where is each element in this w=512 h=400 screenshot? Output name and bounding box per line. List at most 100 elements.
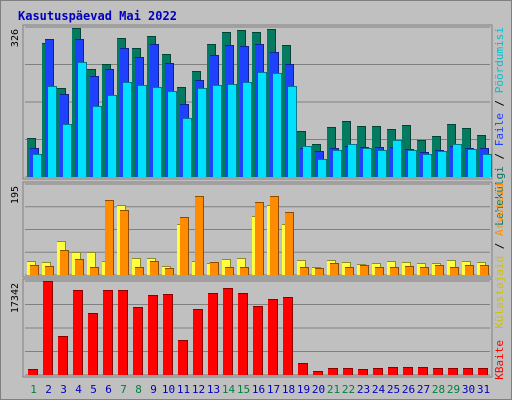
legend-middle: Külastajaid / Arvuteid (493, 183, 506, 329)
bar-shade (105, 69, 114, 70)
bar-shade (210, 262, 219, 263)
x-tick-label: 16 (252, 383, 265, 396)
bar-shade (71, 124, 72, 177)
bar-shade (288, 86, 297, 87)
bar-shade (375, 147, 384, 148)
bar-shade (253, 306, 263, 307)
bar-shade (150, 44, 159, 45)
bar-shade (330, 148, 339, 149)
bar (375, 267, 384, 275)
bar-shade (113, 200, 114, 275)
bar (210, 262, 219, 275)
bar (343, 368, 353, 375)
bar-shade (322, 371, 323, 375)
bar (258, 72, 267, 177)
bar (255, 202, 264, 275)
panel-top: 326 (10, 24, 493, 180)
y-max-label: 326 (10, 29, 21, 47)
x-tick-label: 5 (90, 383, 97, 396)
bar (480, 265, 489, 275)
bar-shade (357, 126, 366, 127)
bar-shade (297, 131, 306, 132)
bar-shade (423, 154, 432, 155)
bar-shade (307, 363, 308, 375)
bar-shade (45, 39, 54, 40)
bar-shade (273, 73, 282, 74)
bar-shade (117, 205, 126, 206)
bar-shade (488, 265, 489, 275)
bar (418, 367, 428, 375)
bar-shade (432, 263, 441, 264)
bar (238, 293, 248, 375)
bar-shade (266, 72, 267, 177)
bar-shade (431, 154, 432, 177)
bar-shade (75, 39, 84, 40)
bar-shade (446, 151, 447, 177)
bar-shade (87, 252, 96, 253)
bar-shade (402, 262, 411, 263)
bar-shade (388, 367, 398, 368)
bar-shade (461, 144, 462, 177)
bar (403, 367, 413, 375)
bar-shade (255, 202, 264, 203)
bar-shade (68, 250, 69, 275)
bar-shade (58, 336, 68, 337)
bar-shade (337, 368, 338, 375)
bar-shade (360, 147, 369, 148)
bar-shade (187, 340, 188, 375)
bar-shade (195, 80, 204, 81)
chart-panels: 326 195 17342 (10, 24, 493, 378)
bar (463, 368, 473, 375)
bar-shade (142, 307, 143, 375)
bar (388, 367, 398, 375)
bar (60, 250, 69, 275)
bar-shade (387, 261, 396, 262)
bar-shade (252, 32, 261, 33)
x-tick-label: 23 (357, 383, 370, 396)
bar-shade (28, 369, 38, 370)
bar-shade (397, 367, 398, 375)
bar-shade (223, 288, 233, 289)
legend-part: Arvuteid (493, 183, 506, 236)
bar-shade (333, 150, 342, 151)
bar-shade (43, 281, 53, 282)
bar-shade (148, 295, 158, 296)
bar-shade (473, 265, 474, 275)
bar-shade (38, 265, 39, 275)
bar-shade (413, 266, 414, 275)
bar (285, 212, 294, 275)
bar-shade (218, 262, 219, 275)
bar-shade (188, 217, 189, 275)
bar-shade (296, 86, 297, 177)
bar (298, 363, 308, 375)
bar-shade (162, 266, 171, 267)
bar-shade (435, 150, 444, 151)
bar-shade (67, 336, 68, 375)
bar-shade (63, 124, 72, 125)
bar-shade (371, 148, 372, 177)
bar (360, 265, 369, 275)
bar-shade (30, 148, 39, 149)
x-tick-label: 6 (105, 383, 112, 396)
bar-shade (297, 260, 306, 261)
bar-shade (328, 368, 338, 369)
panel-border (22, 278, 493, 378)
bar-shade (448, 368, 458, 369)
x-tick-label: 24 (372, 383, 386, 396)
bar-shade (463, 368, 473, 369)
bar-shade (386, 150, 387, 177)
bar-shade (427, 367, 428, 375)
bar (105, 200, 114, 275)
x-tick-label: 8 (135, 383, 142, 396)
bar-shade (483, 154, 492, 155)
bar-shade (443, 265, 444, 275)
x-tick-label: 13 (207, 383, 220, 396)
bar-shade (135, 57, 144, 58)
bar (318, 159, 327, 177)
bar-shade (168, 91, 177, 92)
bar (135, 267, 144, 275)
x-tick-label: 27 (417, 383, 430, 396)
bar-shade (225, 267, 234, 268)
bar (165, 268, 174, 275)
bar-shade (393, 140, 402, 141)
